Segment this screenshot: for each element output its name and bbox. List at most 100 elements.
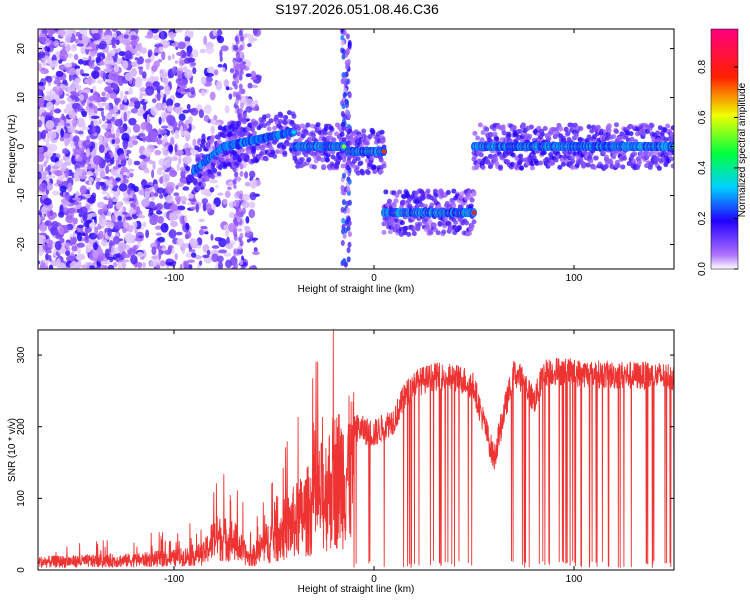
- spectrogram-cell: [172, 66, 177, 75]
- spectrogram-cell: [128, 87, 133, 95]
- spectrogram-cell: [48, 254, 52, 261]
- spectrogram-cell: [174, 107, 179, 113]
- spectrogram-cell: [120, 90, 124, 100]
- spectrogram-cell: [113, 57, 118, 63]
- spectrogram-cell: [76, 242, 85, 248]
- spectrogram-cell: [211, 253, 219, 263]
- spectrogram-cell: [579, 137, 585, 143]
- spectrogram-cell: [252, 250, 260, 256]
- spectrogram-cell: [345, 200, 350, 207]
- spectrogram-cell: [87, 75, 92, 86]
- spectrogram-cell: [90, 88, 94, 94]
- spectrogram-cell: [420, 194, 426, 200]
- spectrogram-cell: [188, 116, 193, 124]
- spectrogram-cell: [185, 146, 189, 155]
- spectrogram-cell: [69, 236, 74, 246]
- spectrogram-cell: [138, 235, 143, 239]
- spectrogram-cell: [570, 155, 576, 161]
- spectrogram-cell: [355, 156, 361, 162]
- spectrogram-cell: [93, 66, 101, 71]
- spectrogram-cell: [103, 68, 113, 73]
- spectrogram-cell: [127, 139, 135, 148]
- spectrogram-cell: [156, 92, 161, 102]
- spectrogram-cell: [251, 107, 260, 111]
- spectrogram-cell: [151, 246, 157, 255]
- spectrogram-cell: [153, 76, 160, 82]
- spectrogram-cell: [178, 195, 188, 203]
- spectrogram-cell: [497, 164, 503, 170]
- spectrogram-cell: [244, 181, 251, 187]
- spectrogram-cell: [159, 129, 167, 135]
- spectrogram-cell: [73, 201, 80, 206]
- spectrogram-cell: [76, 224, 85, 229]
- spectrogram-cell: [387, 229, 393, 235]
- spectrogram-cell: [209, 118, 215, 125]
- spectrogram-cell: [225, 259, 232, 269]
- spectrogram-cell: [340, 206, 345, 213]
- spectrogram-cell: [347, 92, 352, 99]
- spectrogram-cell: [210, 233, 214, 241]
- spectrogram-cell: [248, 201, 256, 209]
- spectrogram-cell: [51, 36, 55, 42]
- spectrogram-cell: [115, 39, 120, 46]
- spectrogram-cell: [174, 253, 178, 261]
- spectrogram-cell: [185, 165, 191, 172]
- spectrogram-cell: [132, 221, 138, 229]
- spectrogram-cell: [166, 105, 174, 112]
- spectrogram-cell: [104, 153, 111, 164]
- y-tick-label: -10: [16, 188, 27, 203]
- spectrogram-cell: [217, 192, 224, 196]
- spectrogram-cell: [218, 249, 228, 254]
- spectrogram-cell: [345, 47, 350, 54]
- spectrogram-cell: [49, 130, 57, 140]
- spectrogram-cell: [345, 99, 350, 106]
- spectrogram-cell: [180, 177, 187, 184]
- spectrogram-cell: [38, 171, 42, 180]
- spectrogram-cell: [192, 49, 199, 58]
- spectrogram-cell: [170, 220, 178, 228]
- spectrogram-cell: [68, 67, 77, 76]
- spectrogram-cell: [159, 69, 163, 74]
- spectrogram-cell: [107, 211, 112, 217]
- spectrogram-cell: [66, 255, 75, 263]
- spectrogram-cell: [85, 243, 93, 249]
- spectrogram-cell: [151, 29, 159, 34]
- spectrogram-cell: [253, 247, 258, 253]
- spectrogram-cell: [558, 126, 564, 132]
- spectrogram-cell: [88, 176, 94, 183]
- spectrogram-cell: [174, 143, 178, 153]
- spectrogram-cell: [82, 126, 90, 131]
- spectrogram-cell: [235, 98, 240, 105]
- spectrogram-cell: [73, 148, 83, 156]
- spectrogram-cell: [167, 55, 172, 61]
- spectrogram-cell: [210, 125, 215, 135]
- spectrogram-cell: [487, 153, 493, 159]
- spectrogram-cell: [38, 36, 47, 43]
- colorbar-label: Normalized spectral amplitude: [737, 82, 748, 217]
- spectrogram-cell: [81, 33, 85, 40]
- spectrogram-cell: [223, 252, 232, 257]
- spectrogram-cell: [539, 131, 545, 137]
- spectrogram-cell: [241, 201, 250, 209]
- spectrogram-cell: [345, 218, 350, 225]
- spectrogram-cell: [40, 170, 49, 175]
- spectrogram-cell: [97, 251, 105, 261]
- spectrogram-cell: [184, 36, 191, 42]
- spectrogram-cell: [666, 136, 672, 142]
- chart-title: S197.2026.051.08.46.C36: [275, 1, 439, 17]
- y-tick-label: 10: [16, 92, 27, 104]
- spectrogram-cell: [111, 82, 119, 91]
- spectrogram-cell: [210, 134, 216, 140]
- spectrogram-cell: [381, 229, 387, 235]
- spectrogram-cell: [132, 193, 137, 204]
- spectrogram-cell: [226, 161, 232, 167]
- spectrogram-cell: [41, 29, 49, 35]
- spectrogram-cell: [172, 41, 179, 48]
- spectrogram-cell: [190, 62, 197, 67]
- spectrogram-cell: [142, 261, 146, 269]
- spectrogram-cell: [186, 87, 191, 93]
- y-tick-label: 20: [16, 43, 27, 55]
- spectrogram-cell: [124, 72, 133, 82]
- spectrogram-cell: [179, 85, 188, 89]
